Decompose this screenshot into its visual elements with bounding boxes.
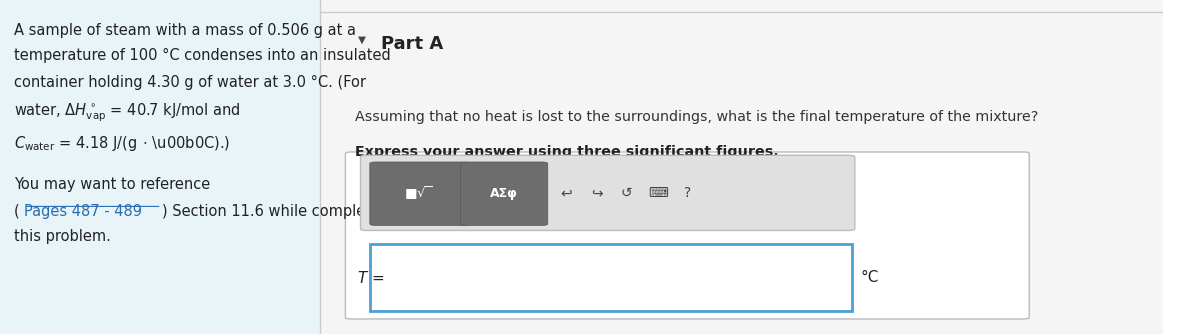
Text: Express your answer using three significant figures.: Express your answer using three signific… [355,145,779,159]
Text: A sample of steam with a mass of 0.506 g at a: A sample of steam with a mass of 0.506 g… [14,23,356,38]
Text: Assuming that no heat is lost to the surroundings, what is the final temperature: Assuming that no heat is lost to the sur… [355,110,1038,124]
FancyBboxPatch shape [370,244,852,311]
Text: Pages 487 - 489: Pages 487 - 489 [24,204,143,219]
Text: °C: °C [860,271,878,285]
Text: (: ( [14,204,19,219]
FancyBboxPatch shape [461,162,547,225]
Text: Part A: Part A [382,35,444,53]
Text: water, $\Delta H^\circ_\mathrm{vap}$ = 40.7 kJ/mol and: water, $\Delta H^\circ_\mathrm{vap}$ = 4… [14,102,240,124]
Text: ⌨: ⌨ [648,186,668,200]
Text: $\blacksquare\sqrt{\,}$: $\blacksquare\sqrt{\,}$ [404,184,433,202]
FancyBboxPatch shape [346,152,1030,319]
FancyBboxPatch shape [370,162,469,225]
Text: You may want to reference: You may want to reference [14,177,210,192]
Text: ↪: ↪ [590,186,602,200]
Text: ↺: ↺ [622,186,632,200]
Text: AΣφ: AΣφ [491,187,518,199]
Text: ↩: ↩ [560,186,572,200]
Text: ?: ? [684,186,691,200]
Text: temperature of 100 °C condenses into an insulated: temperature of 100 °C condenses into an … [14,48,391,63]
Text: $T\,=$: $T\,=$ [358,270,385,286]
Text: ) Section 11.6 while completing: ) Section 11.6 while completing [162,204,394,219]
Bar [0,0,320,334]
FancyBboxPatch shape [360,155,854,230]
Text: container holding 4.30 g of water at 3.0 °C. (For: container holding 4.30 g of water at 3.0… [14,75,366,90]
Text: this problem.: this problem. [14,229,110,244]
Bar [320,0,1163,334]
Text: ▼: ▼ [358,35,366,45]
Text: $C_\mathrm{water}$ = 4.18 J/(g$\,\cdot\,$\u00b0C).): $C_\mathrm{water}$ = 4.18 J/(g$\,\cdot\,… [14,134,230,153]
